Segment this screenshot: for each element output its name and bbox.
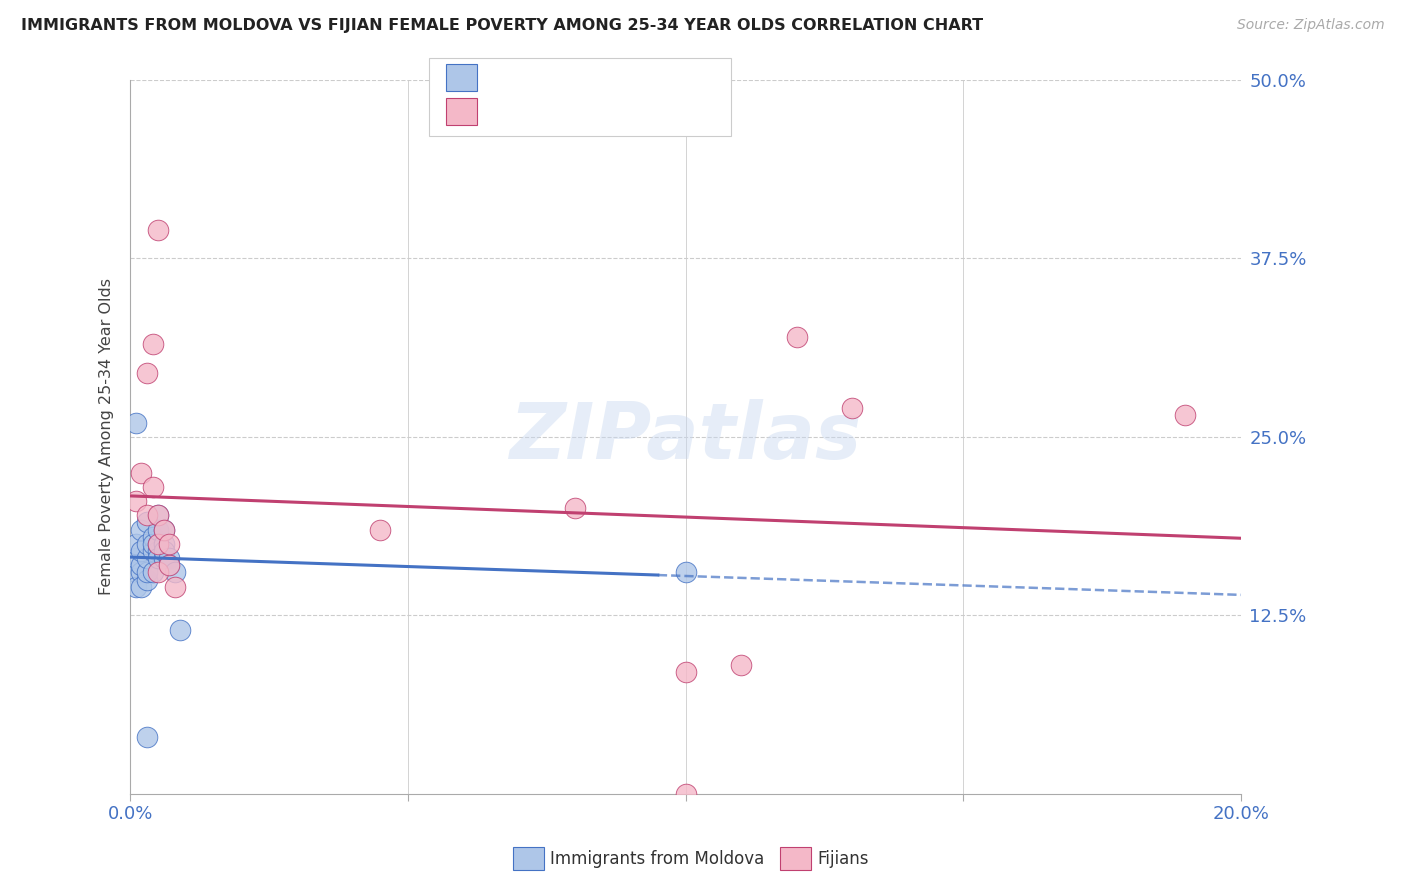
Point: [136, 516, 159, 530]
Point: [136, 508, 159, 523]
Point: [786, 330, 808, 344]
Text: -0.038: -0.038: [524, 69, 583, 87]
Point: [141, 566, 163, 580]
Text: Source: ZipAtlas.com: Source: ZipAtlas.com: [1237, 18, 1385, 32]
Point: [152, 551, 174, 566]
Point: [152, 523, 174, 537]
Point: [131, 523, 153, 537]
Point: [136, 366, 159, 380]
Point: [141, 537, 163, 551]
Text: N =: N =: [595, 69, 631, 87]
Text: IMMIGRANTS FROM MOLDOVA VS FIJIAN FEMALE POVERTY AMONG 25-34 YEAR OLDS CORRELATI: IMMIGRANTS FROM MOLDOVA VS FIJIAN FEMALE…: [21, 18, 983, 33]
Text: Immigrants from Moldova: Immigrants from Moldova: [550, 849, 763, 868]
Point: [141, 480, 163, 494]
Point: [125, 580, 148, 594]
Point: [125, 566, 148, 580]
Point: [125, 551, 148, 566]
Point: [146, 508, 169, 523]
Text: Fijians: Fijians: [817, 849, 869, 868]
Point: [141, 530, 163, 544]
Point: [163, 566, 186, 580]
Point: [136, 573, 159, 587]
Point: [131, 566, 153, 580]
Point: [136, 537, 159, 551]
Point: [564, 501, 586, 516]
Point: [152, 544, 174, 558]
Point: [146, 566, 169, 580]
Point: [157, 551, 180, 566]
Point: [152, 523, 174, 537]
Point: [841, 401, 863, 416]
Point: [730, 658, 752, 673]
Point: [157, 537, 180, 551]
Point: [125, 494, 148, 508]
Point: [146, 523, 169, 537]
Point: [368, 523, 391, 537]
Point: [146, 544, 169, 558]
Point: [131, 558, 153, 573]
Point: [131, 466, 153, 480]
Text: ZIPatlas: ZIPatlas: [509, 399, 862, 475]
Point: [675, 787, 697, 801]
Point: [141, 337, 163, 351]
Text: R =: R =: [485, 103, 522, 120]
Point: [146, 537, 169, 551]
Point: [146, 223, 169, 237]
Point: [152, 537, 174, 551]
Point: [136, 730, 159, 744]
Point: [131, 580, 153, 594]
Text: 34: 34: [630, 69, 654, 87]
Text: R =: R =: [485, 69, 522, 87]
Point: [169, 623, 191, 637]
Point: [141, 544, 163, 558]
Point: [157, 558, 180, 573]
Point: [146, 537, 169, 551]
Point: [131, 544, 153, 558]
Text: 0.013: 0.013: [524, 103, 582, 120]
Point: [163, 580, 186, 594]
Point: [675, 665, 697, 680]
Point: [146, 508, 169, 523]
Point: [157, 558, 180, 573]
Point: [125, 416, 148, 430]
Point: [125, 537, 148, 551]
Point: [136, 551, 159, 566]
Text: N =: N =: [595, 103, 631, 120]
Point: [675, 566, 697, 580]
Text: 22: 22: [630, 103, 654, 120]
Point: [146, 551, 169, 566]
Y-axis label: Female Poverty Among 25-34 Year Olds: Female Poverty Among 25-34 Year Olds: [100, 278, 114, 595]
Point: [1174, 409, 1197, 423]
Point: [136, 566, 159, 580]
